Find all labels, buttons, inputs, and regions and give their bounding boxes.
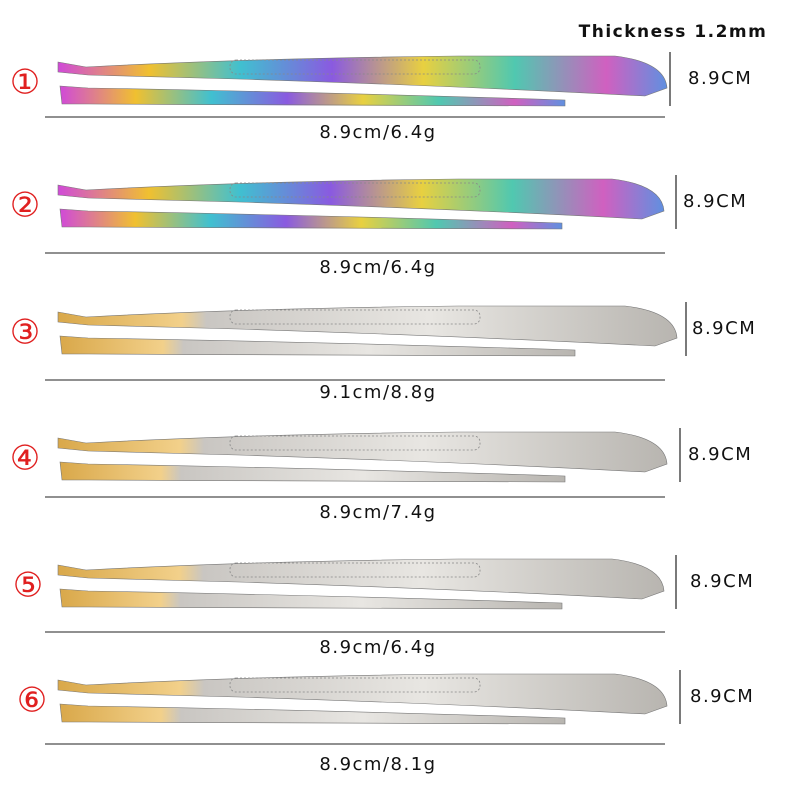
item-number: ③ xyxy=(10,313,40,353)
tweezer-upper-arm xyxy=(57,558,665,600)
grip-pattern xyxy=(229,562,481,578)
height-label: 8.9CM xyxy=(683,191,747,212)
tweezer-lower-arm xyxy=(59,703,566,725)
tweezer-lower-arm xyxy=(59,588,563,610)
grip-pattern xyxy=(229,182,481,198)
tweezer-upper-arm xyxy=(57,55,668,97)
tweezer-lower-arm xyxy=(59,85,566,107)
tweezer-lower-arm xyxy=(59,208,563,230)
tweezer-upper-arm xyxy=(57,673,668,715)
item-number: ① xyxy=(10,63,40,103)
spec-label: 8.9cm/7.4g xyxy=(319,502,436,523)
spec-label: 8.9cm/6.4g xyxy=(319,122,436,143)
spec-label: 8.9cm/6.4g xyxy=(319,257,436,278)
grip-pattern xyxy=(229,309,481,325)
item-number: ② xyxy=(10,186,40,226)
item-number: ⑤ xyxy=(13,566,43,606)
tweezer-upper-arm xyxy=(57,305,678,347)
height-label: 8.9CM xyxy=(688,68,752,89)
grip-pattern xyxy=(229,677,481,693)
tweezer-upper-arm xyxy=(57,178,665,220)
spec-label: 8.9cm/8.1g xyxy=(319,754,436,775)
item-number: ⑥ xyxy=(17,681,47,721)
grip-pattern xyxy=(229,59,481,75)
tweezer-lower-arm xyxy=(59,335,576,357)
height-label: 8.9CM xyxy=(688,444,752,465)
grip-pattern xyxy=(229,435,481,451)
spec-label: 8.9cm/6.4g xyxy=(319,637,436,658)
spec-label: 9.1cm/8.8g xyxy=(319,382,436,403)
tweezer-lower-arm xyxy=(59,461,566,483)
height-label: 8.9CM xyxy=(690,686,754,707)
height-label: 8.9CM xyxy=(692,318,756,339)
item-number: ④ xyxy=(10,439,40,479)
height-label: 8.9CM xyxy=(690,571,754,592)
tweezer-upper-arm xyxy=(57,431,668,473)
thickness-label: Thickness 1.2mm xyxy=(579,22,768,42)
